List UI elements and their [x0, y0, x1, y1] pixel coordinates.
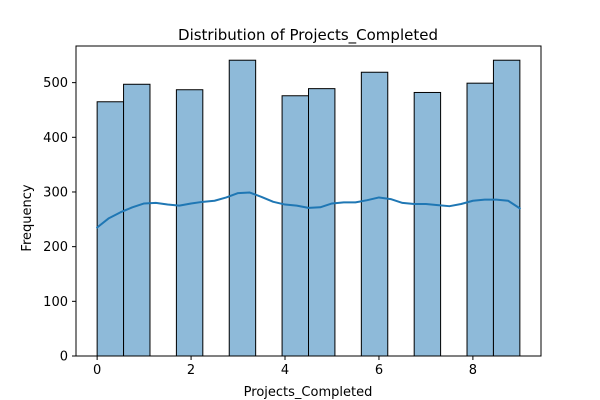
- y-tick-label: 400: [43, 131, 68, 146]
- histogram-bar-7: [413, 91, 442, 357]
- chart-title: Distribution of Projects_Completed: [178, 26, 438, 45]
- histogram-bar-3: [228, 59, 257, 357]
- y-axis-ticks: 0 100 200 300 400 500: [43, 76, 76, 365]
- x-tick-label: 0: [93, 363, 101, 378]
- y-tick-label: 100: [43, 295, 68, 310]
- histogram-bar-2: [175, 89, 204, 357]
- x-axis-label: Projects_Completed: [244, 385, 373, 400]
- kde-curve: [96, 191, 521, 229]
- x-tick-label: 4: [281, 363, 289, 378]
- kde-curve-group: [96, 191, 521, 229]
- histogram-bar-1: [123, 83, 151, 357]
- histogram-bar-9: [492, 59, 521, 357]
- histogram-bar-6: [360, 71, 389, 357]
- x-axis-ticks: 0 2 4 6 8: [93, 356, 477, 378]
- x-tick-label: 8: [469, 363, 477, 378]
- x-tick-label: 2: [187, 363, 195, 378]
- y-tick-label: 0: [60, 350, 68, 365]
- histogram-bars: [96, 59, 521, 357]
- y-tick-label: 200: [43, 240, 68, 255]
- histogram-bar-5: [308, 88, 336, 357]
- y-tick-label: 500: [43, 76, 68, 91]
- histogram-bar-4: [281, 95, 310, 357]
- y-tick-label: 300: [43, 185, 68, 200]
- plot-area-frame: [75, 45, 542, 357]
- x-tick-label: 6: [375, 363, 383, 378]
- y-axis-label: Frequency: [20, 184, 35, 251]
- histogram-bar-0: [96, 101, 125, 357]
- histogram-bar-8: [466, 82, 494, 357]
